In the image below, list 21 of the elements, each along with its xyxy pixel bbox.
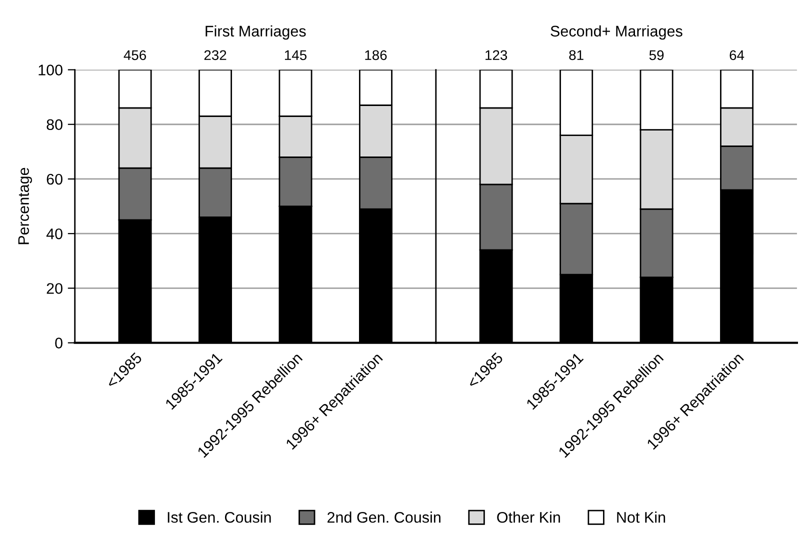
y-tick-label: 40 (46, 228, 62, 240)
chart-title: First Marriages (206, 25, 306, 40)
annotation: 232 (204, 50, 226, 60)
y-tick-label: 100 (38, 64, 62, 76)
legend-label: Not Kin (617, 512, 666, 523)
annotation: 81 (569, 50, 584, 60)
annotation: 145 (284, 50, 307, 60)
legend-label: Other Kin (497, 512, 560, 523)
y-axis-title: Percentage (18, 168, 32, 244)
chart-title: Second+ Marriages (550, 25, 682, 40)
y-tick-label: 0 (55, 338, 62, 348)
annotation: 456 (124, 50, 146, 60)
legend-label: Ist Gen. Cousin (168, 512, 271, 523)
annotation: 64 (730, 50, 744, 60)
y-tick-label: 80 (46, 119, 62, 130)
y-tick-label: 20 (46, 283, 62, 294)
annotation: 186 (365, 50, 387, 60)
annotation: 123 (486, 50, 508, 60)
y-tick-label: 60 (46, 174, 62, 185)
annotation: 59 (649, 50, 664, 60)
legend-label: 2nd Gen. Cousin (328, 512, 440, 523)
